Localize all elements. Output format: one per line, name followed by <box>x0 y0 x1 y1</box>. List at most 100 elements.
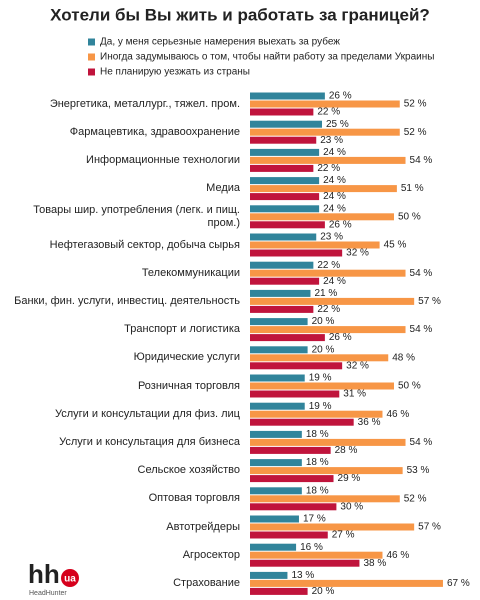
value-label: 51 % <box>401 183 424 194</box>
value-label: 24 % <box>323 175 346 186</box>
value-label: 18 % <box>306 429 329 440</box>
category-label: Энергетика, металлург., тяжел. пром. <box>49 97 240 110</box>
bar <box>250 213 394 221</box>
bar <box>250 374 305 382</box>
value-label: 52 % <box>404 493 427 504</box>
bar <box>250 559 360 567</box>
bar <box>250 241 380 249</box>
bar <box>250 523 415 531</box>
value-label: 26 % <box>329 219 352 230</box>
category-label: Банки, фин. услуги, инвестиц. деятельнос… <box>14 294 240 307</box>
value-label: 20 % <box>312 586 335 597</box>
bar <box>250 362 343 370</box>
value-label: 16 % <box>300 542 323 553</box>
bar <box>250 136 317 144</box>
chart-title: Хотели бы Вы жить и работать за границей… <box>50 5 430 24</box>
bar <box>250 177 320 185</box>
value-label: 22 % <box>317 260 340 271</box>
logo-region: ua <box>64 574 76 585</box>
value-label: 24 % <box>323 203 346 214</box>
bar <box>250 467 403 475</box>
legend-swatch <box>88 68 95 76</box>
value-label: 24 % <box>323 191 346 202</box>
value-label: 46 % <box>386 409 409 420</box>
bar <box>250 277 320 285</box>
bar <box>250 579 443 587</box>
bar <box>250 120 322 128</box>
value-label: 13 % <box>291 570 314 581</box>
value-label: 19 % <box>309 401 332 412</box>
legend-label: Не планирую уезжать из страны <box>100 67 250 78</box>
bar <box>250 346 308 354</box>
bar <box>250 495 400 503</box>
value-label: 20 % <box>312 316 335 327</box>
bar <box>250 305 314 313</box>
bar <box>250 382 394 390</box>
value-label: 54 % <box>410 155 433 166</box>
value-label: 38 % <box>363 558 386 569</box>
legend-label: Да, у меня серьезные намерения выехать з… <box>100 36 340 48</box>
value-label: 25 % <box>326 119 349 130</box>
value-label: 27 % <box>332 530 355 541</box>
bar <box>250 193 320 201</box>
value-label: 30 % <box>340 501 363 512</box>
value-label: 22 % <box>317 107 340 118</box>
value-label: 54 % <box>410 437 433 448</box>
category-label: Автотрейдеры <box>166 520 240 533</box>
bar <box>250 185 397 193</box>
category-label: Розничная торговля <box>137 379 240 392</box>
value-label: 26 % <box>329 91 352 102</box>
bar <box>250 551 383 559</box>
bar <box>250 326 406 334</box>
bar <box>250 318 308 326</box>
bar <box>250 221 325 229</box>
category-label: Оптовая торговля <box>148 492 240 505</box>
logo-name: HeadHunter <box>29 590 67 597</box>
bar <box>250 156 406 164</box>
value-label: 32 % <box>346 248 369 259</box>
value-label: 54 % <box>410 268 433 279</box>
value-label: 22 % <box>317 304 340 315</box>
bar <box>250 571 288 579</box>
bar <box>250 261 314 269</box>
bar <box>250 100 400 108</box>
bar <box>250 390 340 398</box>
bar <box>250 503 337 511</box>
value-label: 18 % <box>306 485 329 496</box>
category-label: Информационные технологии <box>86 153 240 166</box>
value-label: 19 % <box>309 373 332 384</box>
bar <box>250 233 317 241</box>
logo-badge <box>61 569 79 587</box>
category-label: Страхование <box>173 576 240 589</box>
value-label: 23 % <box>320 232 343 243</box>
bar <box>250 108 314 116</box>
bar <box>250 531 328 539</box>
category-label: Нефтегазовый сектор, добыча сырья <box>49 238 240 251</box>
value-label: 57 % <box>418 522 441 533</box>
bar <box>250 430 302 438</box>
category-label: Услуги и консультация для бизнеса <box>59 435 240 448</box>
category-label: Агросектор <box>182 548 240 561</box>
bar <box>250 487 302 495</box>
value-label: 50 % <box>398 211 421 222</box>
bar <box>250 587 308 595</box>
bar <box>250 128 400 136</box>
bar <box>250 297 415 305</box>
bar <box>250 459 302 467</box>
value-label: 29 % <box>338 473 361 484</box>
value-label: 48 % <box>392 352 415 363</box>
value-label: 50 % <box>398 381 421 392</box>
value-label: 32 % <box>346 360 369 371</box>
logo-mark: hh <box>28 559 60 589</box>
value-label: 45 % <box>384 240 407 251</box>
bar <box>250 205 320 213</box>
bar <box>250 92 325 100</box>
legend-swatch <box>88 53 95 61</box>
category-label: Товары шир. употребления (легк. и пищ. п… <box>33 203 240 229</box>
value-label: 23 % <box>320 135 343 146</box>
value-label: 52 % <box>404 127 427 138</box>
bar <box>250 148 320 156</box>
category-label: Транспорт и логистика <box>124 323 240 336</box>
